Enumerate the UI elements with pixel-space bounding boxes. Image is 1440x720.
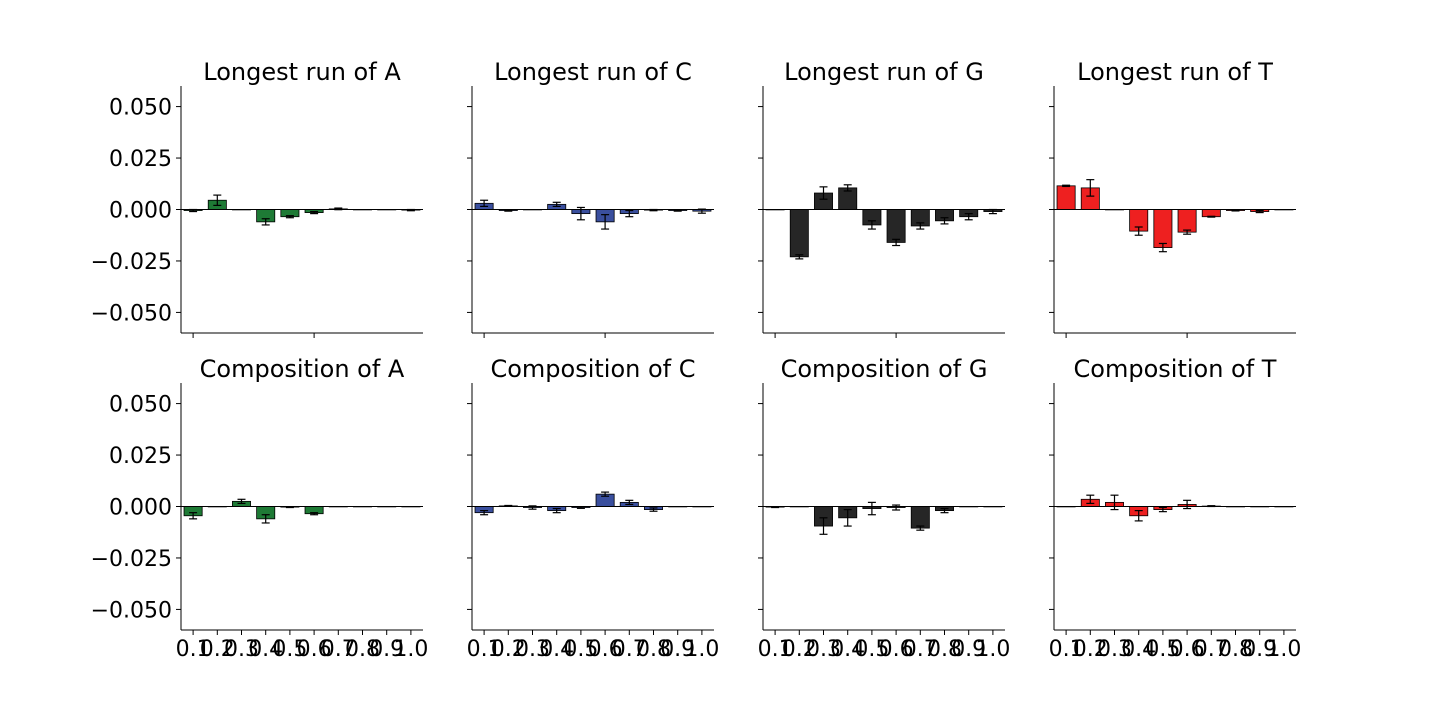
y-tick-label: 0.050 [109,96,172,121]
x-tick-label: 1.0 [1266,637,1301,662]
y-tick-label: 0.025 [109,147,172,172]
subplot-title: Composition of G [781,355,988,383]
x-tick-label: 0.6 [879,637,914,662]
subplot-title: Longest run of G [784,58,984,86]
bar [886,209,906,243]
x-tick-label: 0.3 [224,637,259,662]
x-tick-label: 0.4 [248,637,283,662]
x-tick-label: 0.1 [467,637,502,662]
subplot-title: Composition of C [490,355,695,383]
x-tick-label: 0.9 [369,637,404,662]
x-tick-label: 0.5 [272,637,307,662]
bar [1056,185,1076,210]
y-tick-label: −0.025 [91,250,172,275]
x-tick-label: 0.2 [1073,637,1108,662]
x-tick-label: 0.3 [1097,637,1132,662]
y-tick-label: 0.000 [109,496,172,521]
x-tick-label: 0.7 [903,637,938,662]
subplot-title: Composition of T [1074,355,1277,383]
bar [1153,209,1173,248]
subplot-title: Composition of A [200,355,405,383]
x-tick-label: 1.0 [393,637,428,662]
x-tick-label: 0.2 [782,637,817,662]
y-tick-label: −0.050 [91,301,172,326]
x-tick-label: 0.4 [830,637,865,662]
bar [1201,209,1221,218]
x-tick-label: 0.1 [1049,637,1084,662]
x-tick-label: 0.4 [539,637,574,662]
subplot-3: Longest run of G [758,58,1005,338]
x-tick-label: 0.1 [758,637,793,662]
x-tick-label: 0.5 [854,637,889,662]
x-tick-label: 0.8 [345,637,380,662]
y-tick-label: −0.050 [91,598,172,623]
bar [789,209,809,258]
bar [910,506,930,529]
x-tick-label: 0.9 [951,637,986,662]
x-tick-label: 0.1 [176,637,211,662]
y-tick-label: 0.025 [109,444,172,469]
x-tick-label: 0.6 [297,637,332,662]
subplot-2: Longest run of C [467,58,714,338]
x-tick-label: 0.9 [1242,637,1277,662]
subplot-1: Longest run of A −0.050 −0.025 0.000 0.025 0.… [91,58,423,338]
y-tick-label: 0.000 [109,199,172,224]
x-tick-label: 0.8 [927,637,962,662]
x-tick-label: 0.7 [321,637,356,662]
x-tick-label: 0.4 [1121,637,1156,662]
subplot-4: Longest run of T [1049,58,1296,338]
x-tick-label: 0.9 [660,637,695,662]
subplot-8: Composition of T 0.10.20.30.40.50.60.70.8… [1049,355,1302,662]
x-tick-label: 0.8 [636,637,671,662]
x-tick-label: 0.7 [612,637,647,662]
x-tick-label: 0.5 [1145,637,1180,662]
subplot-7: Composition of G 0.10.20.30.40.50.60.70.8… [758,355,1011,662]
x-tick-label: 0.6 [588,637,623,662]
subplot-6: Composition of C 0.10.20.30.40.50.60.70.8… [467,355,720,662]
x-tick-label: 0.5 [563,637,598,662]
subplot-5: Composition of A −0.050 −0.025 0.000 0.025 0.… [91,355,429,662]
subplot-title: Longest run of A [203,58,401,86]
x-tick-label: 0.3 [515,637,550,662]
x-tick-label: 0.6 [1170,637,1205,662]
x-tick-label: 0.2 [200,637,235,662]
subplot-title: Longest run of C [494,58,692,86]
bar [1177,209,1197,233]
x-tick-label: 0.2 [491,637,526,662]
x-tick-label: 0.8 [1218,637,1253,662]
x-tick-label: 1.0 [684,637,719,662]
y-tick-label: −0.025 [91,547,172,572]
y-tick-label: 0.050 [109,393,172,418]
x-tick-label: 0.3 [806,637,841,662]
x-tick-label: 0.7 [1194,637,1229,662]
x-tick-label: 1.0 [975,637,1010,662]
subplot-title: Longest run of T [1077,58,1273,86]
